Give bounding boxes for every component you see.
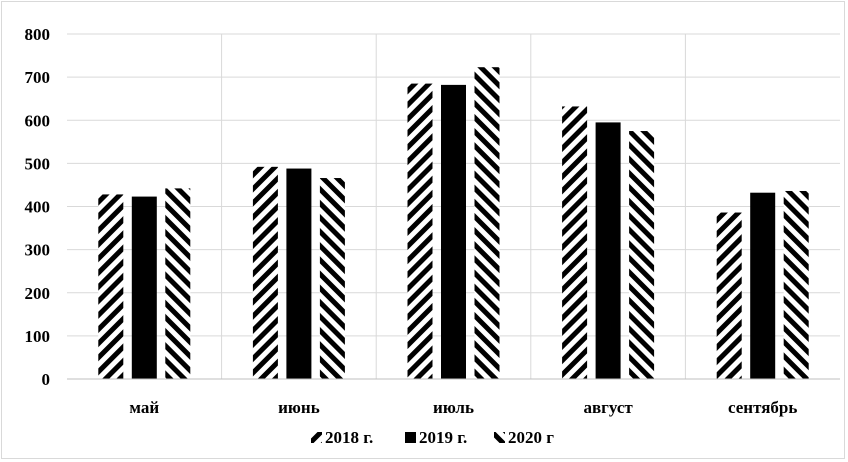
bar-2-1 <box>441 84 466 379</box>
labels: 0 100 200 300 400 500 600 700 800 май июнь июль авгу… <box>25 25 798 417</box>
y-tick-label: 0 <box>42 370 51 389</box>
legend-swatch-1 <box>405 432 416 443</box>
x-category-label: май <box>129 398 159 417</box>
bars <box>98 67 809 380</box>
legend-label-2: 2020 г <box>508 428 554 447</box>
x-category-label: сентябрь <box>728 398 797 417</box>
legend-label-0: 2018 г. <box>325 428 373 447</box>
bar-0-1 <box>131 196 157 379</box>
y-tick-label: 800 <box>25 25 51 44</box>
y-tick-label: 500 <box>25 154 51 173</box>
legend-swatch-2 <box>494 432 505 443</box>
x-category-label: июнь <box>278 398 320 417</box>
bar-2-2 <box>474 67 500 380</box>
bar-0-0 <box>98 194 124 379</box>
y-tick-label: 100 <box>25 327 51 346</box>
y-tick-label: 200 <box>25 284 51 303</box>
x-category-label: июль <box>433 398 474 417</box>
legend-swatch-0 <box>311 432 322 443</box>
legend-label-1: 2019 г. <box>419 428 467 447</box>
x-category-label: август <box>583 398 633 417</box>
bar-1-2 <box>319 178 345 379</box>
y-tick-label: 300 <box>25 241 51 260</box>
bar-4-2 <box>783 190 809 379</box>
legend: 2018 г. 2019 г. 2020 г <box>311 428 554 447</box>
bar-3-2 <box>629 131 655 379</box>
bar-0-2 <box>165 188 191 379</box>
bar-4-1 <box>750 192 776 379</box>
bar-1-0 <box>252 166 278 379</box>
y-tick-label: 600 <box>25 111 51 130</box>
bar-3-0 <box>562 106 588 379</box>
bar-2-0 <box>407 83 433 379</box>
y-tick-label: 700 <box>25 68 51 87</box>
y-tick-label: 400 <box>25 198 51 217</box>
bar-4-0 <box>716 212 742 379</box>
bar-3-1 <box>595 122 621 379</box>
bar-1-1 <box>286 168 312 379</box>
